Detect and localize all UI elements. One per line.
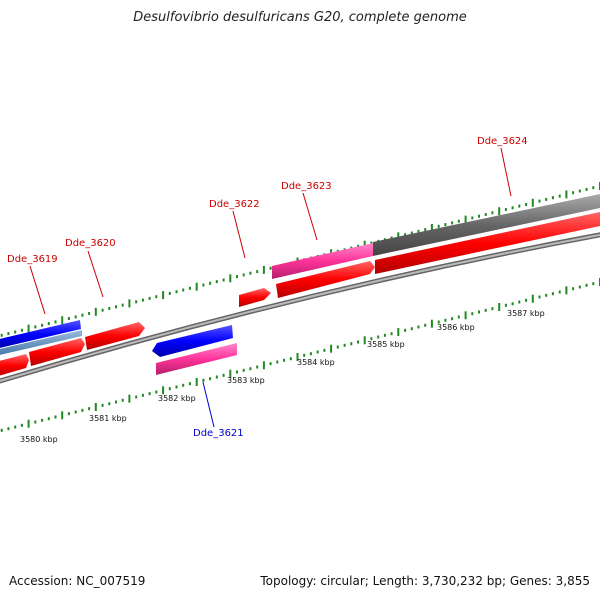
gene-label[interactable]: Dde_3624 — [477, 136, 528, 147]
genome-summary: Topology: circular; Length: 3,730,232 bp… — [260, 574, 590, 588]
gene-dde-3618[interactable] — [0, 354, 29, 377]
gene-dde-3623[interactable] — [276, 261, 375, 298]
gene-label[interactable]: Dde_3622 — [209, 199, 260, 210]
gene-dde-3621[interactable] — [152, 325, 233, 357]
scale-label: 3583 kbp — [227, 376, 265, 385]
gene-dde-3620[interactable] — [85, 322, 145, 350]
accession-label: Accession: NC_007519 — [9, 574, 146, 588]
scale-label: 3585 kbp — [367, 340, 405, 349]
gene-dde-3619[interactable] — [29, 338, 85, 366]
gene-dde-3622[interactable] — [239, 288, 271, 307]
lower-tick-ruler — [0, 278, 600, 432]
scale-label: 3587 kbp — [507, 309, 545, 318]
rna-feature-dde-3621[interactable] — [156, 343, 237, 375]
rna-feature-dde-3623[interactable] — [272, 243, 373, 279]
gene-label[interactable]: Dde_3619 — [7, 254, 58, 265]
scale-label: 3582 kbp — [158, 394, 196, 403]
gene-label[interactable]: Dde_3620 — [65, 238, 116, 249]
gene-label[interactable]: Dde_3623 — [281, 181, 332, 192]
scale-label: 3586 kbp — [437, 323, 475, 332]
map-title: Desulfovibrio desulfuricans G20, complet… — [133, 10, 467, 25]
gene-dde-3624[interactable] — [375, 212, 600, 274]
scale-label: 3580 kbp — [20, 435, 58, 444]
scale-label: 3584 kbp — [297, 358, 335, 367]
scale-label: 3581 kbp — [89, 414, 127, 423]
gene-label[interactable]: Dde_3621 — [193, 428, 244, 439]
gene-reverse-left[interactable] — [0, 320, 81, 349]
gene-dde-3624-track[interactable] — [373, 194, 600, 256]
gene-reverse-left-shadow — [0, 330, 82, 355]
